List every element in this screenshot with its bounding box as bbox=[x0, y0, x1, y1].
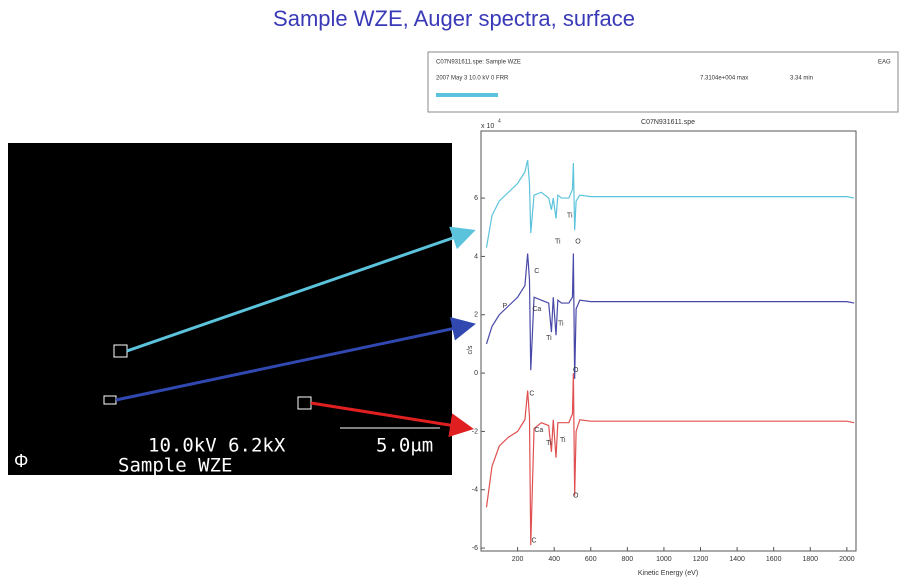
header-swatch bbox=[436, 93, 498, 97]
peak-label: Ti bbox=[558, 320, 564, 327]
peak-label: Ti bbox=[555, 239, 561, 246]
y-axis-label: c/s bbox=[467, 345, 474, 354]
peak-label: Ti bbox=[546, 335, 552, 342]
x-tick-label: 1600 bbox=[766, 556, 782, 563]
sem-logo: Φ bbox=[14, 451, 28, 471]
x-axis-label: Kinetic Energy (eV) bbox=[638, 570, 698, 577]
y-multiplier-exp: 4 bbox=[498, 118, 501, 124]
peak-label: O bbox=[573, 492, 579, 499]
peak-label: Ti bbox=[567, 212, 573, 219]
header-lab: EAG bbox=[878, 60, 891, 66]
x-tick-label: 800 bbox=[621, 556, 633, 563]
peak-label: C bbox=[529, 390, 534, 397]
slide: Sample WZE, Auger spectra, surface C07N9… bbox=[0, 0, 908, 579]
y-tick-label: 6 bbox=[474, 195, 478, 202]
slide-title: Sample WZE, Auger spectra, surface bbox=[273, 6, 635, 31]
peak-label: Ti bbox=[546, 440, 552, 447]
header-time: 3.34 min bbox=[790, 76, 813, 82]
x-tick-label: 400 bbox=[548, 556, 560, 563]
header-conditions: 2007 May 3 10.0 kV 0 FRR bbox=[436, 76, 509, 82]
spectra-chart: C07N931611.spe Kinetic Energy (eV) c/s x… bbox=[467, 118, 856, 577]
y-tick-label: 0 bbox=[474, 370, 478, 377]
chart-title: C07N931611.spe bbox=[641, 119, 695, 126]
x-tick-label: 1400 bbox=[729, 556, 745, 563]
y-tick-label: -4 bbox=[472, 487, 478, 494]
header-box: C07N931611.spe: Sample WZE EAG 2007 May … bbox=[428, 52, 898, 112]
sem-texture bbox=[8, 143, 452, 475]
y-multiplier: x 10 bbox=[481, 123, 494, 130]
y-tick-label: 2 bbox=[474, 312, 478, 319]
peak-label: O bbox=[573, 367, 579, 374]
peak-label: C bbox=[534, 268, 539, 275]
x-tick-label: 1000 bbox=[656, 556, 672, 563]
peak-label: Ca bbox=[532, 306, 541, 313]
sem-image: 10.0kV 6.2kX Sample WZE 5.0μm Φ bbox=[8, 143, 452, 477]
sem-scale: 5.0μm bbox=[376, 435, 433, 457]
header-max: 7.3104e+004 max bbox=[700, 76, 748, 82]
sem-beam: 10.0kV 6.2kX bbox=[148, 435, 286, 457]
peak-label: O bbox=[575, 239, 581, 246]
sem-sample: Sample WZE bbox=[118, 455, 232, 477]
x-tick-label: 200 bbox=[512, 556, 524, 563]
x-tick-label: 1800 bbox=[802, 556, 818, 563]
page: Sample WZE, Auger spectra, surface C07N9… bbox=[0, 0, 908, 579]
x-tick-label: 1200 bbox=[693, 556, 709, 563]
x-tick-label: 600 bbox=[585, 556, 597, 563]
peak-label: P bbox=[502, 303, 507, 310]
header-file: C07N931611.spe: Sample WZE bbox=[436, 60, 521, 66]
x-tick-label: 2000 bbox=[839, 556, 855, 563]
peak-label: Ti bbox=[560, 437, 566, 444]
y-tick-label: -6 bbox=[472, 545, 478, 552]
y-tick-label: 4 bbox=[474, 253, 478, 260]
peak-label: C bbox=[532, 538, 537, 545]
y-tick-label: -2 bbox=[472, 428, 478, 435]
peak-label: Ca bbox=[534, 427, 543, 434]
